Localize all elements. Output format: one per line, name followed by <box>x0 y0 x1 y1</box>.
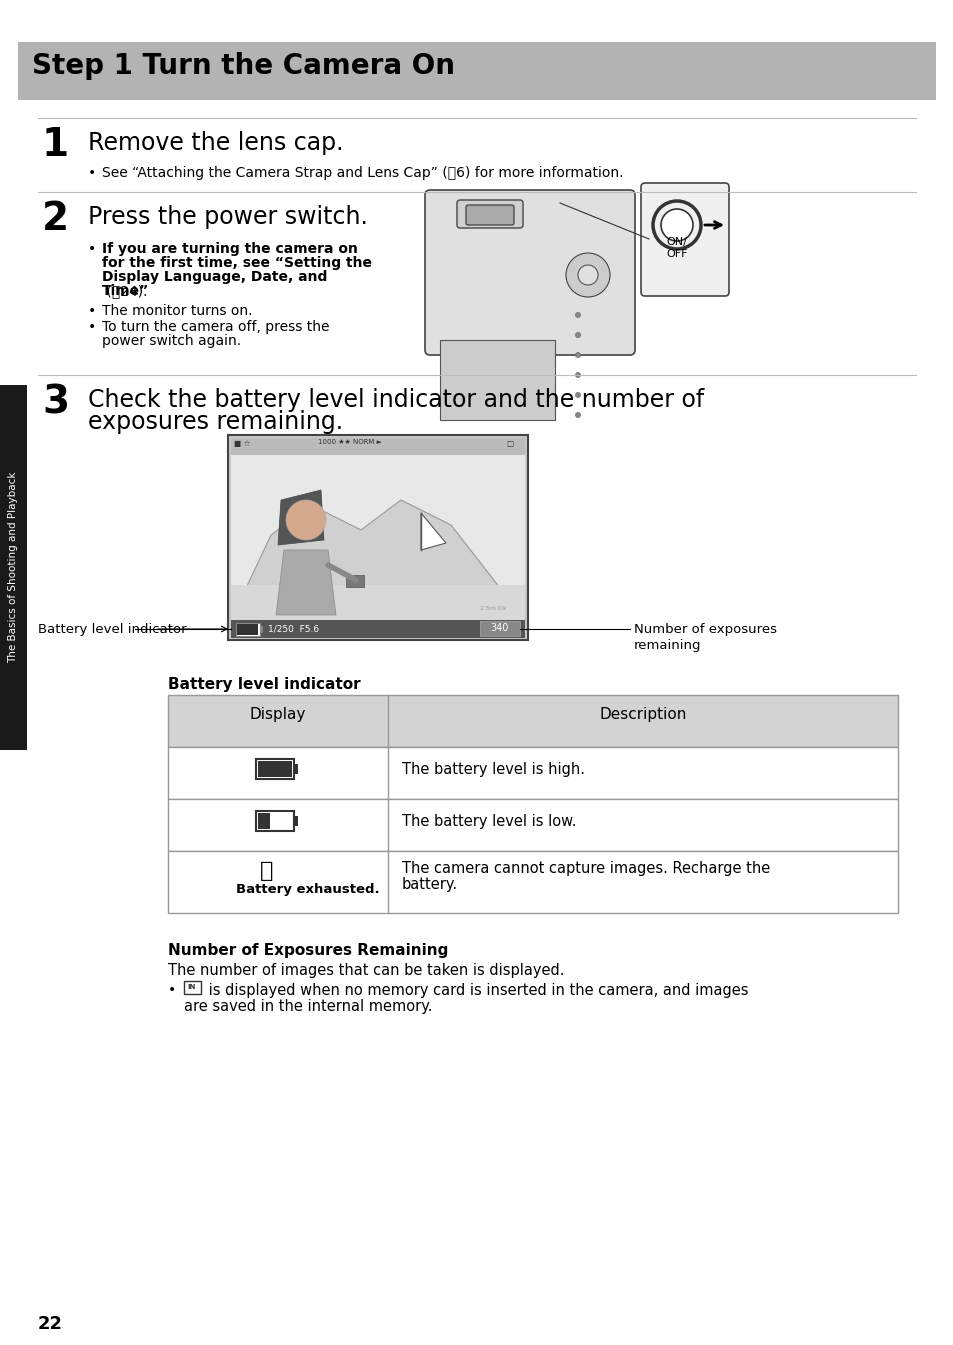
Text: exposures remaining.: exposures remaining. <box>88 410 343 434</box>
Text: 2.5m Ok: 2.5m Ok <box>479 607 506 611</box>
Bar <box>294 764 297 773</box>
Circle shape <box>286 500 326 539</box>
Text: Step 1 Turn the Camera On: Step 1 Turn the Camera On <box>32 52 455 79</box>
FancyBboxPatch shape <box>424 190 635 355</box>
Text: is displayed when no memory card is inserted in the camera, and images: is displayed when no memory card is inse… <box>204 983 748 998</box>
Text: ON/
OFF: ON/ OFF <box>665 237 687 258</box>
FancyBboxPatch shape <box>640 183 728 296</box>
Text: Press the power switch.: Press the power switch. <box>88 204 368 229</box>
Bar <box>231 585 524 620</box>
Bar <box>294 816 297 826</box>
Text: Number of Exposures Remaining: Number of Exposures Remaining <box>168 943 448 958</box>
Circle shape <box>575 373 579 378</box>
Bar <box>168 851 897 913</box>
Text: •: • <box>168 983 176 997</box>
Text: Check the battery level indicator and the number of: Check the battery level indicator and th… <box>88 387 703 412</box>
Bar <box>168 746 897 799</box>
Text: IN: IN <box>188 985 196 990</box>
Text: 1/250  F5.6: 1/250 F5.6 <box>268 624 319 633</box>
Text: remaining: remaining <box>634 639 700 652</box>
Text: □: □ <box>505 438 513 448</box>
Text: Display Language, Date, and: Display Language, Date, and <box>102 270 327 284</box>
Text: The Basics of Shooting and Playback: The Basics of Shooting and Playback <box>8 471 18 663</box>
Circle shape <box>575 332 579 338</box>
Circle shape <box>575 312 579 317</box>
Bar <box>231 438 524 455</box>
Bar <box>168 695 897 746</box>
Bar <box>479 621 519 636</box>
Polygon shape <box>231 500 524 620</box>
Text: The battery level is high.: The battery level is high. <box>401 763 584 777</box>
Bar <box>0 385 27 751</box>
Text: Number of exposures: Number of exposures <box>634 623 776 636</box>
Bar <box>236 624 257 635</box>
Text: Time”: Time” <box>102 284 149 299</box>
Bar <box>168 799 897 851</box>
FancyBboxPatch shape <box>456 200 522 229</box>
Text: See “Attaching the Camera Strap and Lens Cap” (6) for more information.: See “Attaching the Camera Strap and Lens… <box>102 165 623 180</box>
Bar <box>184 981 201 994</box>
Text: Remove the lens cap.: Remove the lens cap. <box>88 130 343 155</box>
Bar <box>255 811 294 831</box>
Text: 3: 3 <box>42 383 69 421</box>
Text: To turn the camera off, press the: To turn the camera off, press the <box>102 320 329 334</box>
Bar <box>255 759 294 779</box>
Text: Battery level indicator: Battery level indicator <box>38 623 187 636</box>
Text: 2: 2 <box>42 200 69 238</box>
Polygon shape <box>420 512 446 550</box>
Bar <box>235 623 260 636</box>
Polygon shape <box>275 550 335 615</box>
Text: The camera cannot capture images. Recharge the: The camera cannot capture images. Rechar… <box>401 861 769 876</box>
Text: power switch again.: power switch again. <box>102 334 241 348</box>
Bar <box>231 455 524 620</box>
Text: 340: 340 <box>490 623 509 633</box>
Bar <box>228 434 527 640</box>
Text: Description: Description <box>598 707 686 722</box>
Text: 1000 ★★ NORM ►: 1000 ★★ NORM ► <box>317 438 381 445</box>
Text: 22: 22 <box>38 1315 63 1333</box>
Bar <box>346 576 364 586</box>
Polygon shape <box>277 490 324 545</box>
Text: The monitor turns on.: The monitor turns on. <box>102 304 253 317</box>
Text: If you are turning the camera on: If you are turning the camera on <box>102 242 357 256</box>
Text: ⓘ: ⓘ <box>260 861 274 881</box>
Bar <box>257 812 270 829</box>
Text: The battery level is low.: The battery level is low. <box>401 814 576 829</box>
FancyBboxPatch shape <box>465 204 514 225</box>
Circle shape <box>575 352 579 358</box>
Text: •: • <box>88 242 96 256</box>
Circle shape <box>660 208 692 241</box>
Bar <box>257 761 292 777</box>
Circle shape <box>565 253 609 297</box>
Text: 1: 1 <box>42 126 69 164</box>
Text: Display: Display <box>250 707 306 722</box>
Circle shape <box>652 200 700 249</box>
Circle shape <box>575 393 579 398</box>
Bar <box>18 42 935 100</box>
Text: •: • <box>88 304 96 317</box>
Text: for the first time, see “Setting the: for the first time, see “Setting the <box>102 256 372 270</box>
Text: battery.: battery. <box>401 877 457 892</box>
Text: Battery exhausted.: Battery exhausted. <box>235 884 379 896</box>
Bar <box>260 625 263 633</box>
Text: •: • <box>88 320 96 334</box>
Text: •: • <box>88 165 96 180</box>
Text: (24).: (24). <box>102 284 148 299</box>
Text: ■ ☆: ■ ☆ <box>233 438 251 448</box>
Text: The number of images that can be taken is displayed.: The number of images that can be taken i… <box>168 963 564 978</box>
Text: are saved in the internal memory.: are saved in the internal memory. <box>184 999 432 1014</box>
Bar <box>231 620 524 638</box>
Bar <box>439 340 555 420</box>
Circle shape <box>578 265 598 285</box>
Text: Battery level indicator: Battery level indicator <box>168 677 360 691</box>
Circle shape <box>575 413 579 417</box>
